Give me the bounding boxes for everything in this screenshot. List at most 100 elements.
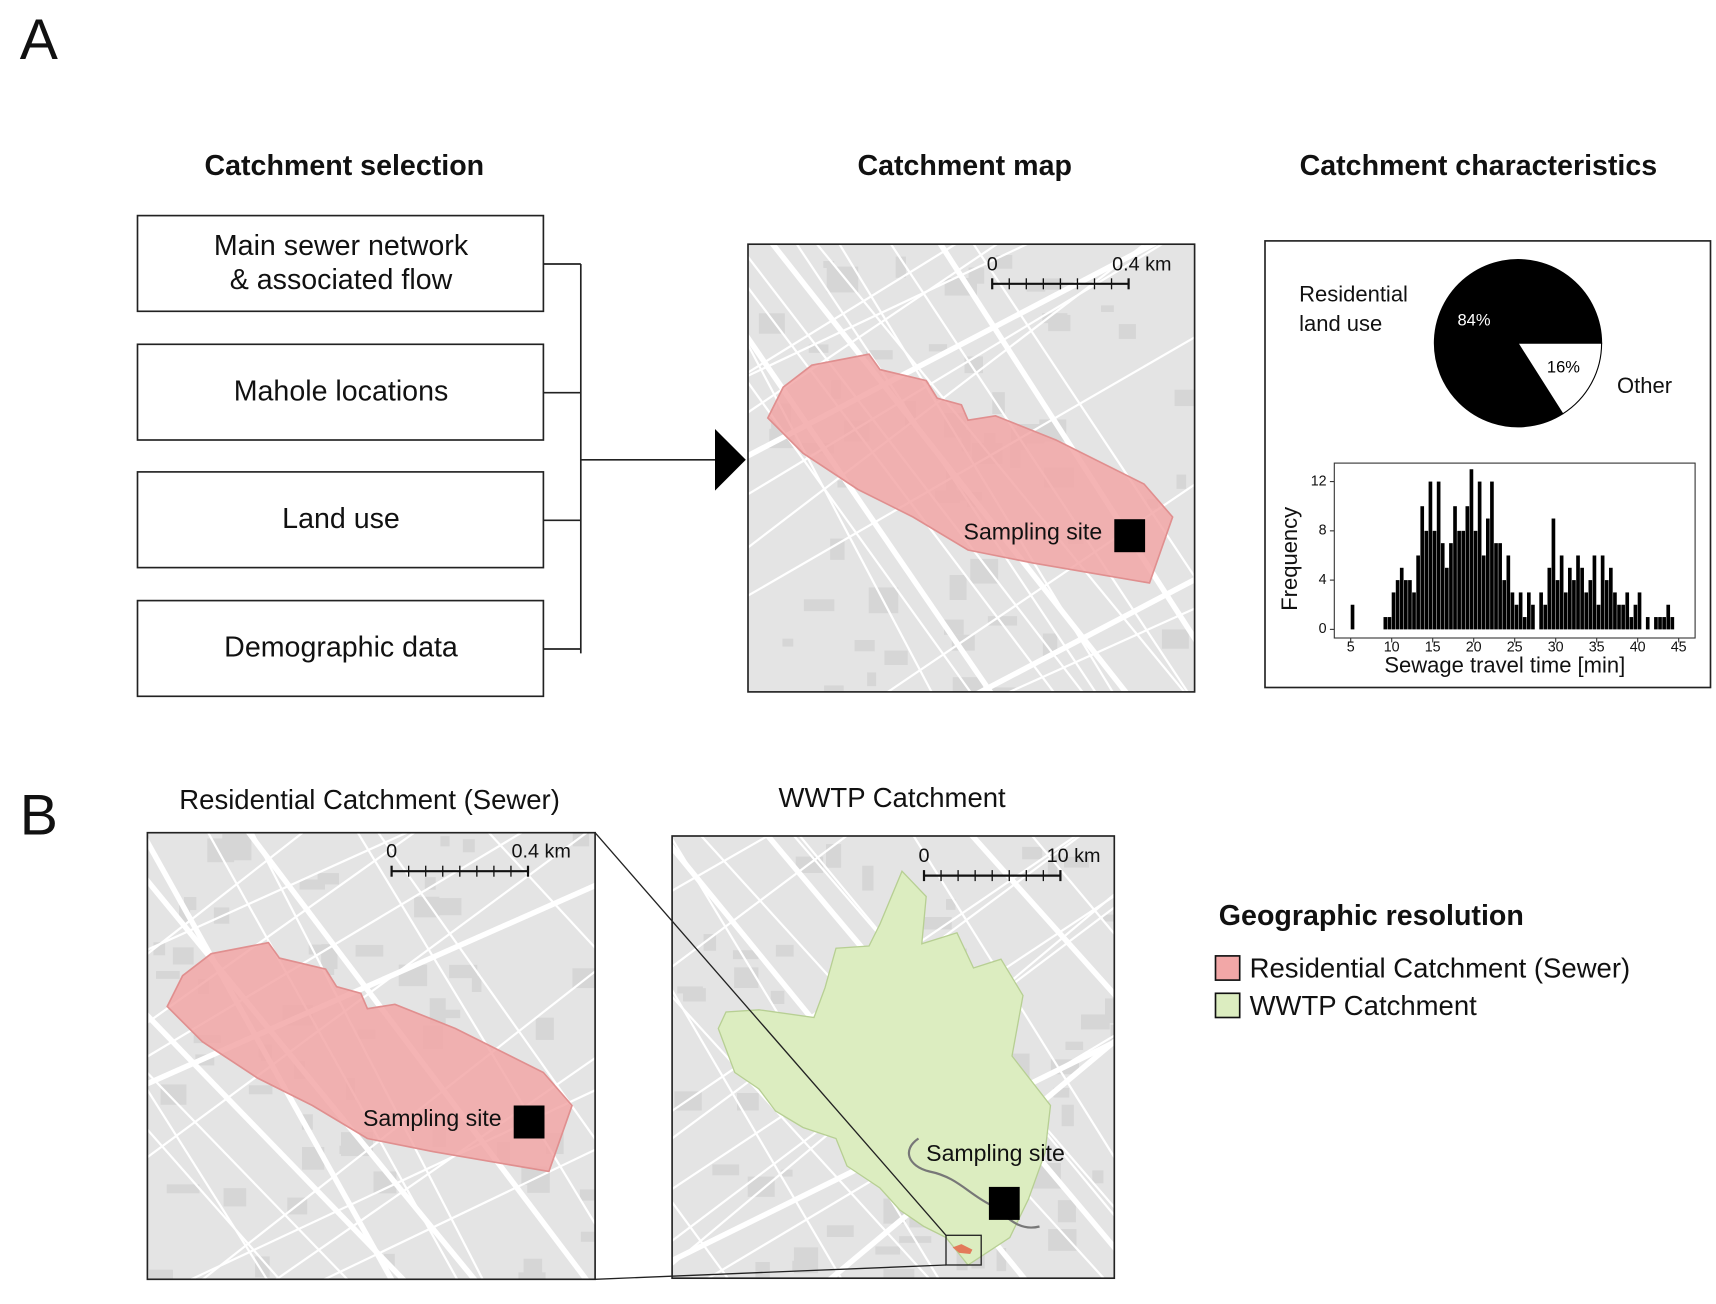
site-marker [513,1105,545,1139]
histogram-bar [1510,592,1515,630]
histogram-bar [1453,506,1457,630]
histogram-bar [1490,481,1494,630]
map-block [875,1246,901,1255]
map-block [1174,389,1194,407]
sewer-catchment-small [952,1244,973,1254]
histogram-bar [1498,543,1502,630]
street [147,1011,407,1280]
map-block [884,650,908,665]
histogram-bar [1383,617,1388,630]
histogram-bar [1428,481,1433,630]
map-block [1026,282,1046,292]
histogram-bar [1514,604,1519,630]
street [274,1056,596,1280]
histogram-bar [1522,617,1527,630]
histogram-bar [1424,530,1429,630]
street [748,285,1055,692]
map-block [462,839,475,853]
map-block [862,865,874,891]
street [672,836,1082,1140]
histogram-bar [1572,580,1576,630]
histogram-bar [1563,592,1568,630]
histogram-bar [1609,567,1613,630]
x-tick-label: 20 [1466,640,1482,656]
map-block [1161,629,1189,649]
street [885,483,1195,692]
map-title: Residential Catchment (Sewer) [179,784,560,815]
histogram-bar [1576,555,1580,630]
histogram-bar [1350,604,1355,630]
histogram-bar [1477,481,1482,630]
site-marker [1114,519,1146,553]
legend-title: Geographic resolution [1219,900,1524,932]
pie-slice [1516,342,1603,415]
map-block [518,1272,546,1280]
map-block [149,1269,173,1280]
histogram-bar [1420,506,1425,630]
scale-label: 0.4 km [511,841,570,863]
map-block [521,1166,547,1185]
map-block [782,638,794,647]
panel-label: A [20,8,59,72]
street [147,832,589,1159]
street [206,832,459,1280]
street [672,893,1115,1267]
zoom-box [945,1234,982,1266]
histogram-bar [1588,580,1593,630]
histogram-bar [1412,592,1416,630]
street [147,1071,349,1280]
map-block [867,672,877,687]
histogram-bar [1584,592,1589,630]
map-block [824,685,844,692]
street [672,995,931,1279]
map-block [949,574,967,601]
sewer-catchment [766,353,1174,584]
map-block [991,687,1016,692]
histogram-bar [1666,604,1671,630]
x-tick-label: 10 [1384,640,1400,656]
y-axis-label: Frequency [1277,507,1302,611]
street [672,836,940,1279]
map-block [156,971,180,979]
histogram-bar [1629,617,1634,630]
x-tick-label: 30 [1548,640,1564,656]
histogram-bar [1625,592,1630,630]
site-marker [988,1186,1020,1220]
map-block [1061,1104,1074,1127]
zoom-line [595,1264,947,1280]
map-block [854,640,875,652]
map-block [1057,1200,1076,1223]
histogram-bar [1633,604,1638,630]
map-block [207,838,235,863]
map-block [712,1164,740,1176]
histogram-bar [1543,604,1548,630]
map-block [992,392,1005,415]
river [907,1137,1040,1229]
histogram-bar [1604,580,1609,630]
histogram-bar [1531,604,1535,630]
section-title: Catchment characteristics [1300,150,1658,182]
map-block [1065,1041,1084,1050]
histogram-bar [1502,580,1507,630]
map-frame [146,831,596,1281]
histogram-bar [1506,555,1511,630]
scale-label: 0 [918,845,929,867]
histogram-bar [1445,567,1449,630]
map-block [747,1176,775,1197]
section-title: Catchment selection [204,150,484,182]
map-block [826,1225,854,1238]
histogram-bar [1613,592,1617,630]
histogram-bar [1457,530,1461,630]
street [748,336,1195,597]
map-block [383,1253,395,1268]
map-block [703,934,717,951]
histogram-bar [1637,592,1642,630]
map-block [1176,474,1187,489]
map-block [579,1189,596,1201]
map-block [572,833,590,847]
map-block [317,873,339,885]
arrow-head [715,429,746,491]
map-block [956,1251,968,1271]
scale-label: 10 km [1047,845,1101,867]
